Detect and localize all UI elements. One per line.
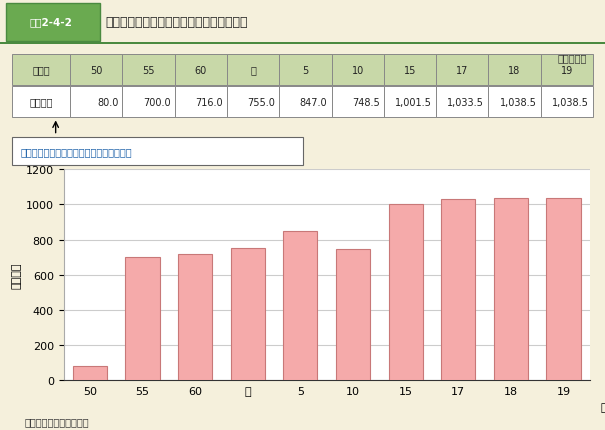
Bar <box>541 55 593 86</box>
Text: 10: 10 <box>352 65 364 75</box>
Bar <box>546 198 581 381</box>
Bar <box>227 87 280 118</box>
Text: （出典）文部科学省調べ: （出典）文部科学省調べ <box>24 416 89 426</box>
Bar <box>125 258 160 381</box>
Bar <box>122 55 175 86</box>
Bar <box>12 138 302 166</box>
Bar <box>227 55 280 86</box>
Bar <box>70 87 122 118</box>
Text: 補助金額: 補助金額 <box>30 98 53 108</box>
Bar <box>384 55 436 86</box>
Bar <box>12 55 70 86</box>
Bar <box>0 43 605 45</box>
Bar <box>388 205 423 381</box>
Bar <box>336 249 370 381</box>
Text: 755.0: 755.0 <box>247 98 275 108</box>
Text: （年度）: （年度） <box>600 402 605 412</box>
Text: 80.0: 80.0 <box>97 98 119 108</box>
Bar <box>175 55 227 86</box>
Text: 716.0: 716.0 <box>195 98 223 108</box>
Text: 1,001.5: 1,001.5 <box>395 98 432 108</box>
Bar <box>6 3 100 42</box>
Bar <box>231 248 265 381</box>
Bar <box>12 87 70 118</box>
Bar <box>332 87 384 118</box>
Text: 図表2-4-2: 図表2-4-2 <box>30 18 73 28</box>
Text: 年　度: 年 度 <box>32 65 50 75</box>
Text: 15: 15 <box>404 65 416 75</box>
Text: 1,038.5: 1,038.5 <box>552 98 589 108</box>
Text: 18: 18 <box>508 65 521 75</box>
Text: 50: 50 <box>90 65 102 75</box>
Bar <box>332 55 384 86</box>
Text: 700.0: 700.0 <box>143 98 171 108</box>
Text: 私立学校振興助成法成立・補助金制度創設: 私立学校振興助成法成立・補助金制度創設 <box>21 147 132 157</box>
Bar <box>280 87 332 118</box>
Text: 5: 5 <box>302 65 309 75</box>
Bar <box>488 87 541 118</box>
Text: 元: 元 <box>250 65 256 75</box>
Bar <box>122 87 175 118</box>
Bar <box>441 199 476 381</box>
Text: 1,038.5: 1,038.5 <box>500 98 537 108</box>
Text: 17: 17 <box>456 65 468 75</box>
Bar <box>384 87 436 118</box>
Bar <box>436 87 488 118</box>
Bar <box>280 55 332 86</box>
Text: 1,033.5: 1,033.5 <box>448 98 484 108</box>
Bar <box>488 55 541 86</box>
Text: 19: 19 <box>561 65 573 75</box>
Text: 847.0: 847.0 <box>300 98 327 108</box>
Bar <box>283 232 318 381</box>
Bar <box>73 366 107 381</box>
Text: 単位：億円: 単位：億円 <box>557 53 587 63</box>
Bar <box>436 55 488 86</box>
Text: 私立高等学校等経常費助成費等補助の推移: 私立高等学校等経常費助成費等補助の推移 <box>106 16 249 29</box>
Bar <box>494 198 528 381</box>
Text: 748.5: 748.5 <box>352 98 380 108</box>
Bar <box>70 55 122 86</box>
Bar <box>541 87 593 118</box>
Text: 60: 60 <box>195 65 207 75</box>
Y-axis label: （億円）: （億円） <box>11 262 22 289</box>
Bar <box>175 87 227 118</box>
Text: 55: 55 <box>142 65 155 75</box>
Bar <box>178 255 212 381</box>
